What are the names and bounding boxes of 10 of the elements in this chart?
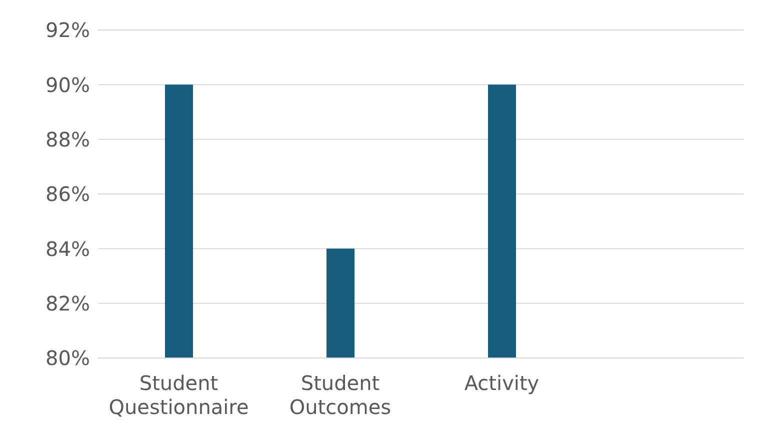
x-tick-label: Student Questionnaire xyxy=(108,371,249,419)
y-tick-label: 84% xyxy=(46,236,90,261)
y-tick-label: 92% xyxy=(46,18,90,42)
y-tick-label: 90% xyxy=(46,72,90,97)
y-tick-label: 82% xyxy=(46,291,90,316)
x-tick-label: Activity xyxy=(464,371,540,395)
y-tick-label: 80% xyxy=(46,346,90,370)
x-tick-label: Student Outcomes xyxy=(289,371,392,419)
y-tick-label: 88% xyxy=(46,127,90,152)
y-tick-label: 86% xyxy=(46,182,90,206)
